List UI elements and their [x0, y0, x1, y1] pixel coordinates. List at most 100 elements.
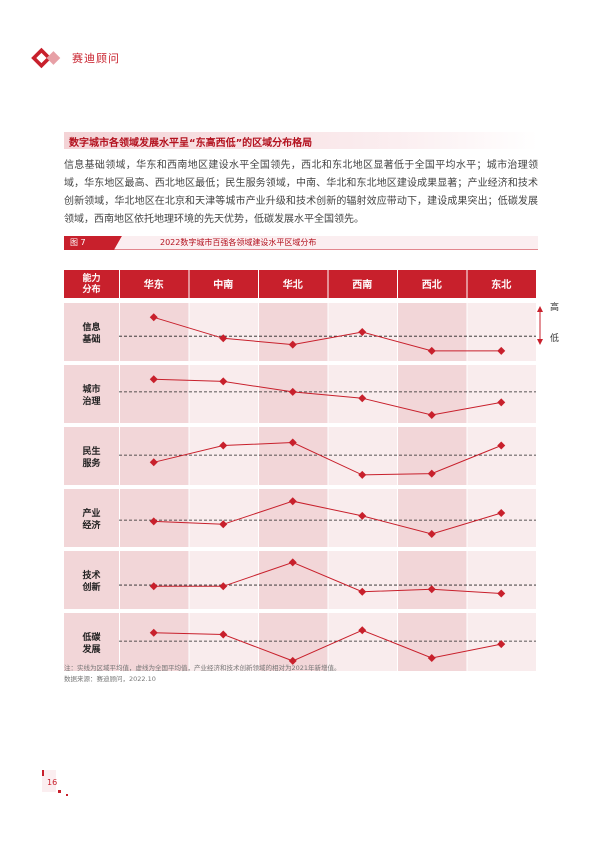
grid-cell [189, 303, 258, 361]
data-point-marker [427, 529, 436, 538]
row-label: 治理 [82, 395, 100, 407]
grid-cell [189, 365, 258, 423]
region-header-label: 西北 [422, 278, 442, 291]
section-title: 数字城市各领域发展水平呈“东高西低”的区域分布格局 [69, 138, 313, 149]
grid-cell [467, 427, 536, 485]
data-point-marker [219, 582, 228, 591]
legend-arrow-up-icon [537, 306, 543, 312]
series-line [153, 629, 502, 662]
region-header-label: 华东 [144, 278, 164, 291]
data-point-marker [149, 313, 158, 322]
grid-cell [467, 489, 536, 547]
series-line [153, 378, 502, 416]
region-header-label: 东北 [491, 278, 511, 291]
row-label-cell [64, 613, 119, 671]
data-point-marker [288, 558, 297, 567]
region-header-label: 华北 [283, 278, 303, 291]
brand-name: 赛迪顾问 [72, 52, 120, 65]
row-label-cell [64, 489, 119, 547]
header-corner-label: 分布 [82, 283, 100, 295]
data-point-marker [219, 630, 228, 639]
data-point-marker [427, 585, 436, 594]
data-point-marker [149, 458, 158, 467]
row-label-cell [64, 365, 119, 423]
data-point-marker [497, 398, 506, 407]
grid-cell [120, 551, 189, 609]
row-label: 经济 [82, 519, 101, 531]
row-label: 发展 [81, 643, 100, 655]
body-paragraph: 信息基础领域，华东和西南地区建设水平全国领先，西北和东北地区显著低于全国平均水平… [64, 160, 538, 225]
data-point-marker [427, 653, 436, 662]
data-point-marker [358, 587, 367, 596]
data-point-marker [219, 377, 228, 386]
data-point-marker [288, 387, 297, 396]
grid-cell [189, 489, 258, 547]
data-point-marker [358, 626, 367, 635]
grid-cell [398, 551, 467, 609]
page-number: 16 [47, 778, 58, 787]
region-header-cell [120, 270, 189, 298]
footer-decoration-icon [42, 770, 68, 796]
data-point-marker [358, 328, 367, 336]
data-point-marker [219, 520, 228, 529]
data-point-marker [149, 628, 158, 637]
data-point-marker [497, 346, 506, 355]
region-header-label: 中南 [213, 278, 233, 291]
data-point-marker [288, 497, 297, 506]
data-point-marker [149, 517, 158, 526]
grid-cell [189, 427, 258, 485]
region-header-cell [259, 270, 328, 298]
data-point-marker [497, 589, 506, 598]
row-label-cell [64, 427, 119, 485]
legend-low-label: 低 [550, 332, 559, 344]
grid-cell [259, 303, 328, 361]
grid-cell [328, 613, 397, 671]
grid-cell [467, 365, 536, 423]
data-point-marker [427, 346, 436, 355]
data-point-marker [288, 340, 297, 349]
section-title-bar [64, 132, 538, 149]
legend-high-label: 高 [550, 301, 559, 313]
grid-cell [120, 365, 189, 423]
grid-cell [398, 613, 467, 671]
grid-cell [120, 427, 189, 485]
data-point-marker [497, 508, 506, 517]
figure-label: 图 7 [70, 238, 86, 247]
figure-title-bar [64, 236, 538, 250]
header-corner-cell [64, 270, 119, 298]
row-label: 技术 [82, 569, 100, 581]
figure-title: 2022数字城市百强各领域建设水平区域分布 [160, 238, 317, 247]
data-point-marker [219, 441, 228, 450]
grid-cell [189, 613, 258, 671]
grid-cell [189, 551, 258, 609]
row-label: 产业 [82, 507, 100, 519]
chart-notes: 注：实线为区域平均值，虚线为全国平均值，产业经济和技术创新领域的相对为2021年… [64, 663, 341, 685]
grid-cell [328, 551, 397, 609]
row-label-cell [64, 303, 119, 361]
legend-arrow-down-icon [537, 339, 543, 345]
brand-logo-icon [31, 47, 61, 69]
row-label-cell [64, 551, 119, 609]
data-point-marker [219, 334, 228, 343]
data-point-marker [358, 394, 367, 403]
row-label: 低碳 [81, 631, 101, 643]
region-header-cell [189, 270, 258, 298]
grid-cell [398, 489, 467, 547]
chart-note: 注：实线为区域平均值，虚线为全国平均值，产业经济和技术创新领域的相对为2021年… [64, 664, 341, 672]
data-point-marker [149, 375, 158, 384]
grid-cell [328, 365, 397, 423]
data-point-marker [497, 640, 506, 649]
data-point-marker [149, 582, 158, 591]
data-point-marker [288, 438, 297, 447]
row-label: 民生 [82, 445, 100, 457]
grid-cell [467, 551, 536, 609]
row-label: 基础 [81, 333, 100, 345]
data-point-marker [427, 469, 436, 478]
data-source: 数据来源：赛迪顾问，2022.10 [64, 675, 156, 683]
series-line [153, 316, 502, 352]
region-header-cell [467, 270, 536, 298]
series-line [153, 500, 502, 535]
grid-cell [120, 303, 189, 361]
row-label: 信息 [82, 321, 100, 333]
